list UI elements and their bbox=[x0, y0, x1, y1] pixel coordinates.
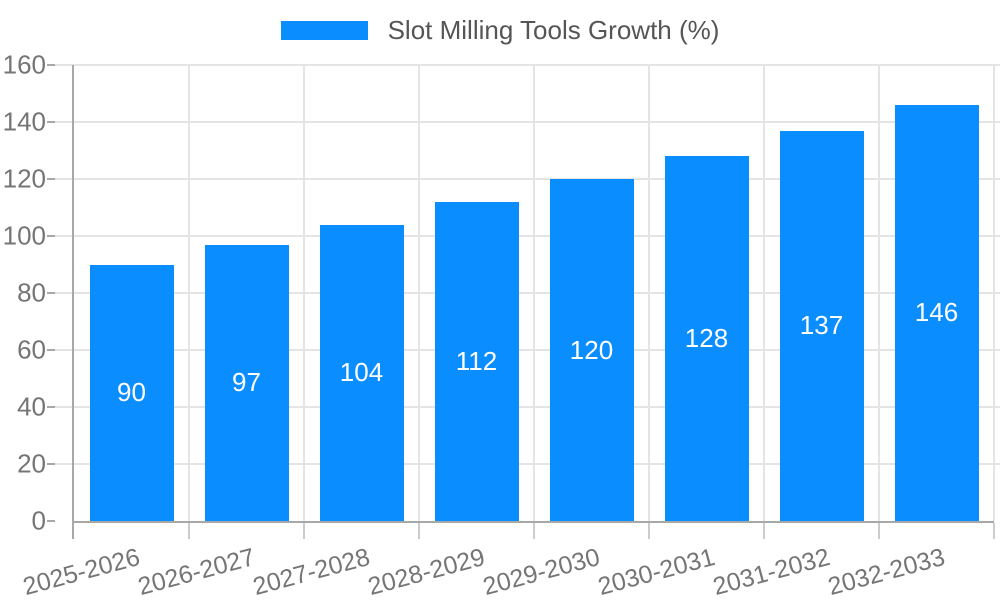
bar-2026-2027[interactable]: 97 bbox=[204, 244, 289, 521]
bar-2030-2031[interactable]: 128 bbox=[664, 156, 749, 521]
bar-value-label: 104 bbox=[339, 357, 384, 388]
vertical-gridline bbox=[763, 65, 765, 521]
vertical-gridline bbox=[648, 65, 650, 521]
y-tick-label: 80 bbox=[17, 277, 46, 308]
horizontal-gridline bbox=[53, 406, 1000, 408]
x-axis-label: 2031-2032 bbox=[710, 543, 833, 600]
y-tick-mark bbox=[47, 121, 55, 123]
bar-value-label: 128 bbox=[684, 323, 729, 354]
y-tick-label: 20 bbox=[17, 448, 46, 479]
legend-label: Slot Milling Tools Growth (%) bbox=[387, 15, 720, 45]
y-tick-mark bbox=[47, 520, 55, 522]
y-tick-label: 0 bbox=[31, 505, 46, 536]
vertical-gridline bbox=[878, 65, 880, 521]
y-tick-label: 40 bbox=[17, 391, 46, 422]
horizontal-gridline bbox=[53, 463, 1000, 465]
x-axis-label: 2030-2031 bbox=[595, 543, 718, 600]
vertical-gridline bbox=[533, 65, 535, 521]
x-axis-line bbox=[72, 521, 994, 523]
x-axis-label: 2027-2028 bbox=[250, 543, 373, 600]
x-tick-mark bbox=[188, 523, 190, 539]
horizontal-gridline bbox=[53, 349, 1000, 351]
vertical-gridline bbox=[303, 65, 305, 521]
bar-2025-2026[interactable]: 90 bbox=[89, 264, 174, 521]
bar-value-label: 120 bbox=[569, 334, 614, 365]
vertical-gridline bbox=[418, 65, 420, 521]
bar-2027-2028[interactable]: 104 bbox=[319, 224, 404, 521]
bar-2029-2030[interactable]: 120 bbox=[549, 179, 634, 521]
bar-value-label: 137 bbox=[799, 310, 844, 341]
x-tick-mark bbox=[533, 523, 535, 539]
y-axis-line bbox=[72, 65, 74, 539]
y-tick-mark bbox=[47, 64, 55, 66]
x-axis-label: 2025-2026 bbox=[20, 543, 143, 600]
x-tick-mark bbox=[993, 523, 995, 539]
horizontal-gridline bbox=[53, 178, 1000, 180]
bar-2031-2032[interactable]: 137 bbox=[779, 130, 864, 521]
bar-2032-2033[interactable]: 146 bbox=[894, 104, 979, 521]
x-tick-mark bbox=[648, 523, 650, 539]
x-tick-mark bbox=[763, 523, 765, 539]
horizontal-gridline bbox=[53, 121, 1000, 123]
y-tick-mark bbox=[47, 406, 55, 408]
y-tick-label: 120 bbox=[2, 163, 46, 194]
y-tick-mark bbox=[47, 292, 55, 294]
bar-2028-2029[interactable]: 112 bbox=[434, 201, 519, 521]
vertical-gridline bbox=[188, 65, 190, 521]
x-tick-mark bbox=[878, 523, 880, 539]
y-tick-label: 140 bbox=[2, 106, 46, 137]
y-tick-label: 60 bbox=[17, 334, 46, 365]
vertical-gridline bbox=[993, 65, 995, 521]
y-tick-label: 160 bbox=[2, 49, 46, 80]
x-axis-label: 2026-2027 bbox=[135, 543, 258, 600]
x-axis-label: 2032-2033 bbox=[825, 543, 948, 600]
x-tick-mark bbox=[303, 523, 305, 539]
y-tick-mark bbox=[47, 235, 55, 237]
legend-swatch bbox=[280, 21, 368, 40]
y-tick-mark bbox=[47, 463, 55, 465]
x-tick-mark bbox=[418, 523, 420, 539]
bar-value-label: 112 bbox=[455, 345, 498, 376]
plot-area: 90 97 104 112 120 128 137 146 0 20 40 60 80 100 120 14… bbox=[3, 50, 1000, 600]
bar-value-label: 90 bbox=[117, 377, 146, 408]
y-tick-label: 100 bbox=[2, 220, 46, 251]
horizontal-gridline bbox=[53, 292, 1000, 294]
y-tick-mark bbox=[47, 178, 55, 180]
y-tick-mark bbox=[47, 349, 55, 351]
horizontal-gridline bbox=[53, 235, 1000, 237]
legend-item[interactable]: Slot Milling Tools Growth (%) bbox=[0, 15, 1000, 46]
x-axis-label: 2029-2030 bbox=[480, 543, 603, 600]
bar-value-label: 97 bbox=[232, 367, 261, 398]
horizontal-gridline bbox=[53, 64, 1000, 66]
x-axis-label: 2028-2029 bbox=[365, 543, 488, 600]
bar-value-label: 146 bbox=[914, 297, 959, 328]
